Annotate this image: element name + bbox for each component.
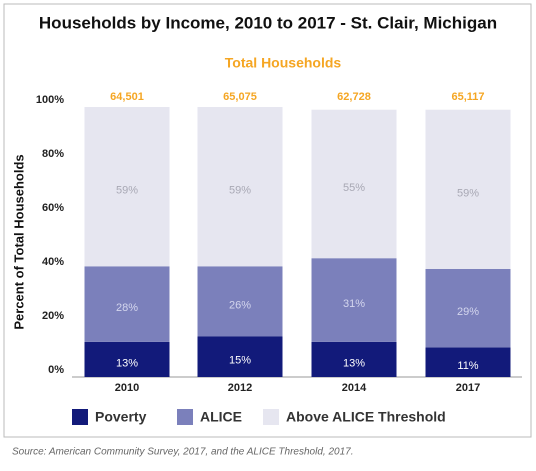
x-tick-label: 2014 (342, 382, 367, 394)
legend-label: ALICE (200, 409, 242, 425)
y-tick-label: 40% (42, 256, 64, 268)
data-label: 28% (116, 302, 138, 314)
source: Source: American Community Survey, 2017,… (12, 447, 353, 458)
data-label: 55% (343, 182, 365, 194)
x-tick-label: 2017 (456, 382, 480, 394)
chart-title: Households by Income, 2010 to 2017 - St.… (39, 13, 497, 32)
bar-segment (311, 341, 397, 377)
bar-segment (425, 109, 511, 269)
x-tick-label: 2012 (228, 382, 252, 394)
data-label: 26% (229, 299, 251, 311)
y-tick-label: 100% (36, 94, 64, 106)
bar-segment (425, 269, 511, 348)
chart-subtitle: Total Households (225, 55, 342, 71)
data-label: 59% (229, 185, 251, 197)
legend-label: Poverty (95, 409, 147, 425)
x-tick-label: 2010 (115, 382, 139, 394)
data-label: 15% (229, 355, 251, 367)
y-tick-label: 0% (48, 364, 64, 376)
bar-segment (197, 266, 283, 337)
bar-segment (311, 109, 397, 259)
data-label: 11% (457, 360, 478, 372)
total-label: 62,728 (337, 91, 371, 103)
legend-swatch (177, 409, 193, 425)
data-label: 59% (116, 185, 138, 197)
data-label: 13% (116, 357, 138, 369)
total-label: 64,501 (110, 91, 144, 103)
legend-swatch (72, 409, 88, 425)
y-tick-label: 60% (42, 202, 64, 214)
bar-segment (84, 107, 170, 267)
data-label: 31% (343, 298, 365, 310)
y-tick-label: 20% (42, 310, 64, 322)
total-label: 65,117 (451, 91, 484, 103)
bar-segment (425, 347, 511, 377)
bar-segment (84, 341, 170, 377)
y-tick-label: 80% (42, 148, 64, 160)
data-label: 13% (343, 357, 365, 369)
bar-segment (84, 266, 170, 342)
data-label: 29% (457, 306, 479, 318)
total-label: 65,075 (223, 91, 257, 103)
data-label: 59% (457, 187, 479, 199)
legend-swatch (263, 409, 279, 425)
bar-segment (311, 258, 397, 342)
y-axis-label: Percent of Total Households (11, 154, 26, 329)
legend-label: Above ALICE Threshold (286, 409, 446, 425)
bar-segment (197, 107, 283, 267)
bar-segment (197, 336, 283, 377)
